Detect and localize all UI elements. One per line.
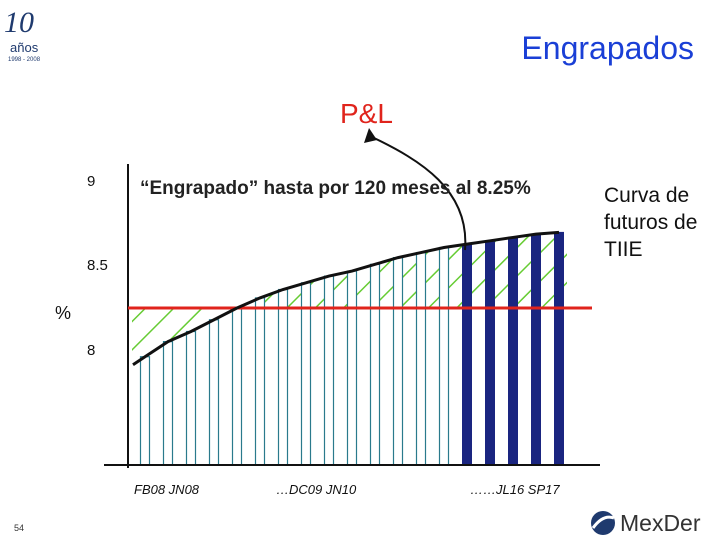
logo-10-anos: 10 años 1998 - 2008 [4, 6, 52, 66]
bar [346, 270, 358, 466]
bar [531, 233, 541, 466]
x-tick-label: FB08 JN08 [134, 482, 200, 497]
x-tick-label: …DC09 JN10 [276, 482, 357, 497]
bar [277, 288, 289, 466]
bar [300, 282, 312, 466]
bar [462, 243, 472, 466]
bar [392, 257, 404, 466]
logo-number: 10 [4, 6, 34, 39]
bar [438, 246, 450, 466]
page-number: 54 [14, 523, 25, 533]
x-tick-label: ……JL16 SP17 [470, 482, 560, 497]
bar [323, 275, 335, 466]
bar [208, 319, 220, 466]
pl-arrow-head [364, 128, 377, 143]
annotation-text: “Engrapado” hasta por 120 meses al 8.25% [140, 178, 531, 199]
bar [415, 251, 427, 466]
y-tick-label: 8 [87, 342, 96, 359]
bar [369, 263, 381, 466]
y-tick-label: 9 [87, 173, 96, 190]
bar [162, 341, 174, 466]
futures-curve [132, 230, 560, 366]
bar [554, 231, 564, 466]
curve-label: Curva de futuros de TIIE [604, 184, 698, 261]
bar [508, 236, 518, 466]
bar [139, 356, 151, 466]
chart-title: P&L [340, 98, 393, 129]
logo-years: 1998 - 2008 [8, 57, 41, 63]
mexder-logo: MexDer [588, 508, 720, 538]
y-axis-label: % [55, 303, 72, 323]
bar [485, 240, 495, 466]
slide-title: Engrapados [521, 30, 694, 66]
bar [185, 330, 197, 466]
logo-word: años [10, 40, 39, 55]
bar [254, 297, 266, 466]
mexder-globe-icon [591, 511, 615, 535]
mexder-brand: MexDer [620, 510, 701, 536]
bar [231, 307, 243, 466]
y-tick-label: 8.5 [87, 257, 108, 274]
pl-arrow-line [371, 136, 467, 251]
